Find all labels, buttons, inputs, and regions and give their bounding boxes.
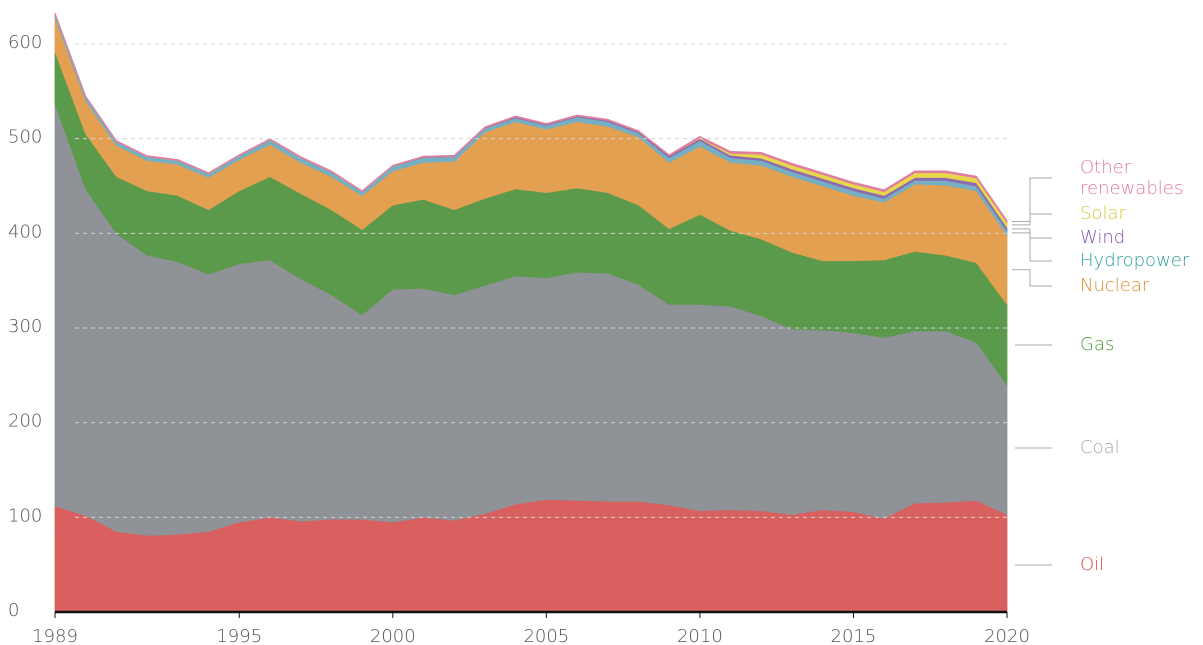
y-tick-label: 500 [8, 127, 42, 148]
x-tick-label: 2005 [523, 626, 569, 645]
legend-leader [1012, 213, 1052, 226]
x-tick-label: 1995 [216, 626, 262, 645]
legend-label: Other renewables [1080, 157, 1183, 199]
y-tick-label: 100 [8, 505, 42, 526]
y-tick-label: 600 [8, 32, 42, 53]
legend-label: Wind [1080, 227, 1125, 248]
legend-leader [1012, 228, 1052, 239]
legend-label: Oil [1080, 554, 1104, 575]
legend-label: Nuclear [1080, 275, 1150, 296]
legend-leader [1012, 177, 1052, 222]
y-tick-label: 200 [8, 411, 42, 432]
x-tick-label: 2000 [370, 626, 416, 645]
legend-label: Gas [1080, 334, 1114, 355]
x-tick-label: 1989 [32, 626, 78, 645]
x-tick-label: 2015 [831, 626, 877, 645]
legend-leader [1012, 232, 1052, 262]
y-tick-label: 400 [8, 221, 42, 242]
legend-label: Solar [1080, 203, 1126, 224]
legend-leader [1012, 269, 1052, 287]
area [54, 12, 1008, 224]
y-tick-label: 300 [8, 316, 42, 337]
legend-label: Coal [1080, 437, 1120, 458]
x-tick-label: 2020 [984, 626, 1030, 645]
y-tick-label: 0 [8, 600, 19, 621]
x-tick-label: 2010 [677, 626, 723, 645]
legend-label: Hydropower [1080, 250, 1190, 271]
